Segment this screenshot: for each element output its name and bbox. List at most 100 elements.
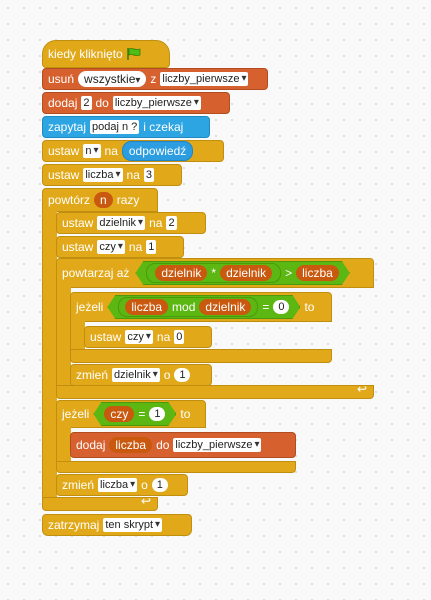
- if-czy-block[interactable]: jeżeli czy = 1 to: [56, 400, 206, 428]
- variable-dropdown[interactable]: liczba: [98, 478, 138, 492]
- liczba-reporter[interactable]: liczba: [109, 437, 153, 453]
- equals-sign: =: [262, 300, 270, 314]
- value-input[interactable]: 1: [146, 240, 157, 254]
- when-clicked-label: kiedy kliknięto: [48, 47, 123, 61]
- n-reporter[interactable]: n: [94, 192, 113, 208]
- equals-operator[interactable]: liczba mod dzielnik = 0: [107, 295, 300, 319]
- repeat-until-arm: [56, 287, 71, 385]
- loop-arrow-icon: ↩: [356, 382, 367, 396]
- change-label: zmień: [76, 368, 109, 382]
- add-label: dodaj: [76, 438, 106, 452]
- equals-operator[interactable]: czy = 1: [93, 402, 176, 426]
- dzielnik-reporter[interactable]: dzielnik: [199, 299, 251, 315]
- if-block[interactable]: jeżeli liczba mod dzielnik = 0 to: [70, 292, 332, 322]
- set-n-block[interactable]: ustaw n na odpowiedź: [42, 140, 224, 162]
- add-to-label: do: [156, 438, 170, 452]
- czy-reporter[interactable]: czy: [104, 406, 134, 422]
- variable-dropdown[interactable]: dzielnik: [97, 216, 146, 230]
- set-label: ustaw: [62, 216, 94, 230]
- liczba-reporter[interactable]: liczba: [296, 265, 339, 281]
- repeat-label: powtórz: [48, 193, 91, 207]
- if-label: jeżeli: [76, 300, 104, 314]
- repeat-until-block[interactable]: powtarzaj aż dzielnik * dzielnik > liczb…: [56, 258, 374, 288]
- repeat-bottom: ↩: [42, 494, 158, 511]
- greater-sign: >: [285, 266, 293, 280]
- to-label: na: [126, 168, 140, 182]
- set-label: ustaw: [48, 144, 80, 158]
- variable-dropdown[interactable]: czy: [125, 330, 153, 344]
- then-label: to: [180, 407, 191, 421]
- to-label: na: [128, 240, 143, 254]
- variable-dropdown[interactable]: dzielnik: [112, 368, 160, 382]
- equals-sign: =: [138, 407, 146, 421]
- to-label: na: [156, 330, 171, 344]
- repeat-arm: [42, 211, 57, 497]
- answer-reporter[interactable]: odpowiedź: [121, 141, 194, 161]
- loop-arrow-icon: ↩: [140, 494, 151, 508]
- then-label: to: [304, 300, 315, 314]
- dzielnik-reporter[interactable]: dzielnik: [155, 265, 207, 281]
- multiply-sign: *: [211, 266, 217, 280]
- repeat-times-label: razy: [116, 193, 140, 207]
- variable-dropdown[interactable]: liczba: [83, 168, 123, 182]
- green-flag-icon: [126, 48, 141, 60]
- one-input[interactable]: 1: [149, 407, 165, 421]
- dzielnik-reporter[interactable]: dzielnik: [220, 265, 272, 281]
- add-value-input[interactable]: 2: [81, 96, 92, 110]
- set-label: ustaw: [62, 240, 94, 254]
- set-liczba-block[interactable]: ustaw liczba na 3: [42, 164, 182, 186]
- to-label: na: [104, 144, 118, 158]
- zero-input[interactable]: 0: [273, 300, 289, 314]
- value-input[interactable]: 2: [166, 216, 177, 230]
- liczba-reporter[interactable]: liczba: [125, 299, 168, 315]
- set-label: ustaw: [48, 168, 80, 182]
- ask-wait-label: i czekaj: [143, 120, 184, 134]
- stop-block[interactable]: zatrzymaj ten skrypt: [42, 514, 192, 536]
- list-dropdown[interactable]: liczby_pierwsze: [160, 72, 249, 86]
- ask-and-wait-block[interactable]: zapytaj podaj n ? i czekaj: [42, 116, 210, 138]
- to-label: na: [149, 216, 163, 230]
- set-czy-block[interactable]: ustaw czy na 1: [56, 236, 184, 258]
- repeat-block[interactable]: powtórz n razy: [42, 188, 158, 212]
- set-dzielnik-block[interactable]: ustaw dzielnik na 2: [56, 212, 206, 234]
- repeat-until-label: powtarzaj aż: [62, 266, 130, 280]
- when-flag-clicked-block[interactable]: kiedy kliknięto: [42, 40, 170, 68]
- ask-label: zapytaj: [48, 120, 87, 134]
- variable-dropdown[interactable]: czy: [97, 240, 125, 254]
- add-label: dodaj: [48, 96, 78, 110]
- repeat-until-bottom: ↩: [56, 382, 374, 399]
- delete-which-dropdown[interactable]: wszystkie: [78, 71, 147, 87]
- list-dropdown[interactable]: liczby_pierwsze: [173, 438, 262, 452]
- value-input[interactable]: 3: [143, 168, 154, 182]
- mod-operator[interactable]: liczba mod dzielnik: [118, 297, 258, 317]
- value-input[interactable]: 0: [174, 330, 185, 344]
- ask-text-input[interactable]: podaj n ?: [90, 120, 140, 134]
- set-label: ustaw: [90, 330, 122, 344]
- value-input[interactable]: 1: [174, 368, 191, 382]
- add-to-label: do: [95, 96, 109, 110]
- greater-than-operator[interactable]: dzielnik * dzielnik > liczba: [135, 261, 349, 285]
- change-label: zmień: [62, 478, 95, 492]
- add-to-list-block[interactable]: dodaj 2 do liczby_pierwsze: [42, 92, 230, 114]
- change-liczba-block[interactable]: zmień liczba o 1: [56, 474, 188, 496]
- delete-from-label: z: [150, 72, 157, 86]
- change-dzielnik-block[interactable]: zmień dzielnik o 1: [70, 364, 212, 386]
- if-label: jeżeli: [62, 407, 90, 421]
- add-liczba-to-list-block[interactable]: dodaj liczba do liczby_pierwsze: [70, 432, 296, 458]
- by-label: o: [163, 368, 171, 382]
- if-czy-bottom: [56, 461, 296, 473]
- by-label: o: [141, 478, 148, 492]
- delete-label: usuń: [48, 72, 75, 86]
- mod-label: mod: [172, 300, 196, 314]
- value-input[interactable]: 1: [151, 478, 168, 492]
- list-dropdown[interactable]: liczby_pierwsze: [112, 96, 201, 110]
- set-czy-zero-block[interactable]: ustaw czy na 0: [84, 326, 212, 348]
- if-arm: [70, 321, 85, 349]
- delete-from-list-block[interactable]: usuń wszystkie z liczby_pierwsze: [42, 68, 268, 90]
- if-bottom: [70, 349, 332, 363]
- stop-dropdown[interactable]: ten skrypt: [103, 518, 163, 532]
- if-czy-arm: [56, 427, 71, 461]
- variable-dropdown[interactable]: n: [83, 144, 101, 158]
- stop-label: zatrzymaj: [48, 518, 100, 532]
- multiply-operator[interactable]: dzielnik * dzielnik: [146, 263, 281, 283]
